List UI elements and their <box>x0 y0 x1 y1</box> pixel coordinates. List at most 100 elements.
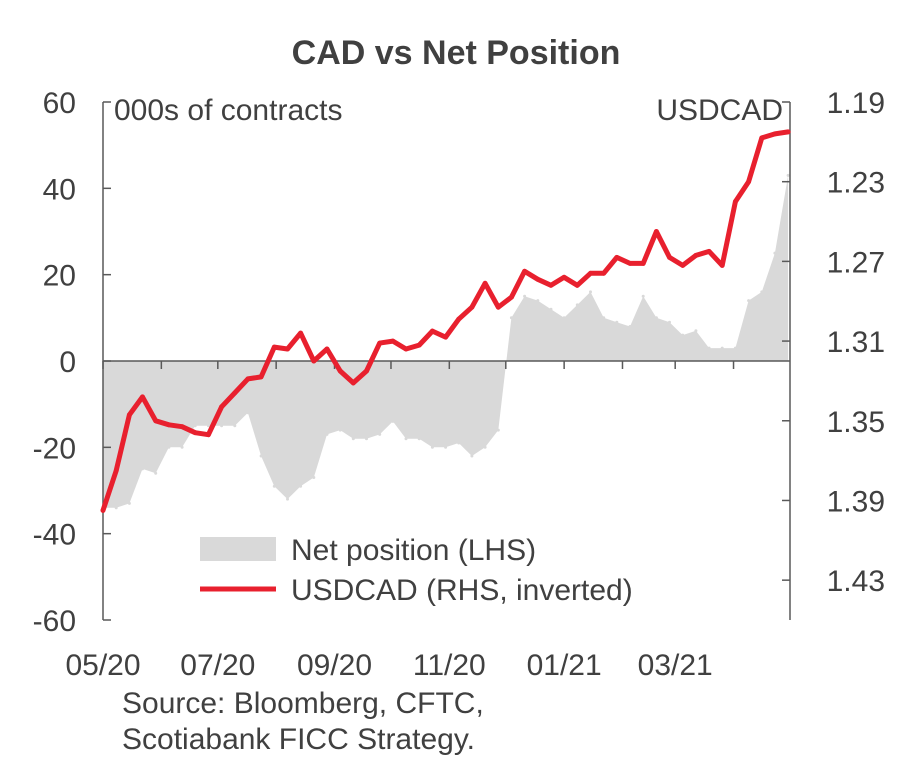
net-position-point <box>404 437 408 441</box>
left-tick-label: -20 <box>33 432 76 465</box>
net-position-point <box>654 316 658 320</box>
usdcad-point <box>403 346 409 352</box>
net-position-point <box>206 424 210 428</box>
net-position-point <box>272 484 276 488</box>
legend-swatch-net-position <box>200 537 276 561</box>
net-position-point <box>430 445 434 449</box>
usdcad-point <box>271 344 277 350</box>
usdcad-point <box>535 276 541 282</box>
net-position-point <box>575 303 579 307</box>
net-position-point <box>536 299 540 303</box>
right-tick-label: 1.39 <box>827 485 885 518</box>
net-position-point <box>483 445 487 449</box>
net-position-point <box>509 316 513 320</box>
right-tick-label: 1.35 <box>827 406 885 439</box>
net-position-point <box>312 476 316 479</box>
usdcad-point <box>219 404 225 410</box>
source-note: Source: Bloomberg, CFTC, Scotiabank FICC… <box>122 686 484 758</box>
net-position-point <box>114 506 118 510</box>
right-tick-label: 1.31 <box>827 326 885 359</box>
usdcad-point <box>733 199 738 205</box>
net-position-point <box>733 346 737 350</box>
net-position-point <box>299 484 303 488</box>
axes-layer: 60 40 20 0 -20 -40 -60 1.19 1.23 1.27 1.31 1.35 1.39… <box>33 87 885 682</box>
net-position-point <box>694 329 698 333</box>
net-position-point <box>786 173 790 177</box>
usdcad-point <box>232 390 238 396</box>
usdcad-point <box>140 394 145 400</box>
net-position-point <box>747 299 751 303</box>
x-tick-label: 01/21 <box>527 649 602 682</box>
net-position-area <box>103 175 789 508</box>
usdcad-point <box>285 346 290 352</box>
usdcad-point <box>245 376 251 382</box>
usdcad-point <box>654 229 659 234</box>
usdcad-point <box>416 342 422 348</box>
net-position-point <box>720 346 724 350</box>
usdcad-point <box>258 374 264 380</box>
usdcad-line <box>100 129 791 513</box>
usdcad-point <box>693 253 699 258</box>
net-position-point <box>470 454 474 458</box>
net-position-point <box>220 424 224 428</box>
net-position-point <box>378 432 382 436</box>
usdcad-point <box>311 358 317 364</box>
right-axis-unit-label: USDCAD <box>656 94 783 127</box>
usdcad-point <box>680 263 686 268</box>
usdcad-point <box>430 328 435 334</box>
usdcad-point <box>377 340 383 346</box>
usdcad-point <box>627 261 633 266</box>
usdcad-point <box>640 261 646 266</box>
left-tick-label: 60 <box>43 87 76 120</box>
net-position-point <box>444 445 448 449</box>
net-position-point <box>417 437 421 441</box>
left-tick-label: 40 <box>43 173 76 206</box>
legend: Net position (LHS) USDCAD (RHS, inverted… <box>200 534 633 607</box>
usdcad-point <box>206 432 211 438</box>
chart-title: CAD vs Net Position <box>292 34 621 72</box>
usdcad-point <box>153 418 159 424</box>
usdcad-point <box>443 334 448 340</box>
net-position-point <box>615 320 619 324</box>
net-position-point <box>246 411 250 415</box>
legend-label-usdcad: USDCAD (RHS, inverted) <box>291 574 633 607</box>
left-tick-label: 20 <box>43 260 76 293</box>
usdcad-point <box>759 135 765 141</box>
usdcad-point <box>522 268 527 274</box>
usdcad-point <box>456 316 462 322</box>
usdcad-point <box>588 270 593 276</box>
net-position-point <box>180 445 184 449</box>
left-tick-label: -40 <box>33 519 76 552</box>
x-tick-label: 11/20 <box>413 649 486 682</box>
net-position-point <box>365 437 368 441</box>
net-position-point <box>127 501 131 505</box>
legend-label-net-position: Net position (LHS) <box>291 534 536 567</box>
usdcad-point <box>390 338 396 344</box>
source-line-1: Source: Bloomberg, CFTC, <box>122 687 484 720</box>
usdcad-point <box>561 274 567 280</box>
net-position-point <box>589 290 592 294</box>
net-position-point <box>773 251 777 255</box>
usdcad-point <box>298 330 303 336</box>
net-position-area-layer <box>101 173 790 510</box>
usdcad-point <box>601 270 607 276</box>
net-position-point <box>193 424 197 428</box>
x-tick-label: 05/20 <box>65 649 140 682</box>
usdcad-point <box>126 412 132 418</box>
net-position-point <box>523 294 527 298</box>
usdcad-point <box>100 508 106 513</box>
usdcad-point <box>482 280 488 286</box>
net-position-point <box>233 424 237 428</box>
usdcad-point <box>166 422 172 428</box>
x-tick-label: 09/20 <box>297 649 372 682</box>
usdcad-point <box>495 304 501 310</box>
right-tick-label: 1.23 <box>827 167 885 200</box>
usdcad-point <box>509 294 514 300</box>
usdcad-point <box>548 282 554 288</box>
left-axis-unit-label: 000s of contracts <box>114 94 342 127</box>
usdcad-point <box>350 380 356 386</box>
net-position-point <box>141 467 144 471</box>
usdcad-point <box>719 263 725 268</box>
net-position-point <box>641 294 645 298</box>
